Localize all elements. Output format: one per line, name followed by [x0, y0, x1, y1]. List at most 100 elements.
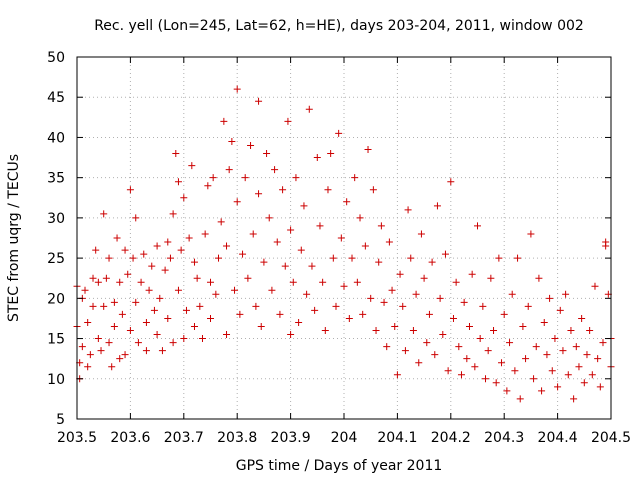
- data-point: [316, 222, 324, 230]
- data-point: [108, 363, 116, 371]
- data-point: [474, 222, 481, 230]
- data-point: [92, 246, 100, 254]
- data-point: [271, 166, 279, 174]
- data-point: [407, 254, 415, 262]
- data-point: [177, 246, 185, 254]
- data-point: [425, 310, 433, 318]
- x-tick-label: 204: [331, 430, 358, 446]
- data-point: [212, 290, 220, 298]
- data-point: [433, 202, 441, 210]
- data-point: [313, 154, 321, 162]
- data-point: [105, 339, 113, 347]
- data-point: [97, 347, 105, 355]
- data-point: [84, 363, 92, 371]
- data-point: [361, 242, 369, 250]
- data-point: [153, 242, 161, 250]
- data-point: [225, 166, 233, 174]
- data-point: [94, 278, 102, 286]
- x-tick-label: 204.2: [431, 430, 471, 446]
- data-point: [180, 335, 188, 343]
- data-point: [385, 238, 393, 246]
- data-point: [220, 117, 228, 125]
- data-point: [295, 318, 303, 326]
- data-point: [449, 314, 457, 322]
- data-point: [236, 310, 244, 318]
- data-point: [340, 282, 348, 290]
- data-point: [153, 331, 161, 339]
- data-point: [217, 218, 225, 226]
- data-point: [383, 343, 391, 351]
- data-point: [255, 190, 263, 198]
- grid-lines: [77, 57, 611, 419]
- data-point: [89, 274, 97, 282]
- data-point: [174, 178, 182, 186]
- data-point: [452, 278, 460, 286]
- data-point: [503, 387, 511, 395]
- data-point: [239, 250, 247, 258]
- x-tick-label: 203.7: [164, 430, 204, 446]
- data-point: [498, 359, 506, 367]
- data-point: [399, 302, 407, 310]
- data-point: [89, 302, 97, 310]
- data-point: [444, 367, 452, 375]
- x-tick-label: 203.9: [271, 430, 311, 446]
- data-point: [292, 174, 300, 182]
- data-point: [180, 194, 188, 202]
- x-tick-label: 204.5: [591, 430, 631, 446]
- data-point: [335, 129, 343, 137]
- data-point: [588, 371, 596, 379]
- y-tick-label: 50: [47, 50, 65, 66]
- data-point: [369, 186, 377, 194]
- data-point: [460, 298, 468, 306]
- data-point: [364, 146, 372, 154]
- data-point: [132, 298, 140, 306]
- data-point: [482, 375, 490, 383]
- data-point: [209, 174, 217, 182]
- y-tick-label: 10: [47, 372, 65, 388]
- data-point: [207, 314, 214, 322]
- data-point: [190, 322, 198, 330]
- data-point: [100, 210, 108, 218]
- data-point: [439, 331, 447, 339]
- x-axis-title: GPS time / Days of year 2011: [236, 458, 443, 474]
- data-point: [519, 322, 527, 330]
- data-point: [110, 298, 118, 306]
- data-point: [102, 274, 110, 282]
- data-point: [564, 371, 572, 379]
- data-point: [551, 335, 559, 343]
- data-point: [311, 306, 319, 314]
- data-point: [455, 343, 463, 351]
- data-point: [327, 150, 335, 158]
- data-point: [126, 186, 134, 194]
- data-point: [372, 327, 380, 335]
- data-point: [479, 302, 487, 310]
- data-point: [546, 294, 554, 302]
- data-point: [602, 238, 610, 246]
- data-point: [377, 222, 385, 230]
- data-point: [265, 214, 273, 222]
- data-point: [241, 174, 249, 182]
- data-point: [260, 258, 268, 266]
- data-point: [471, 363, 479, 371]
- data-point: [156, 294, 164, 302]
- data-point: [572, 343, 580, 351]
- data-point: [578, 314, 586, 322]
- data-point: [415, 359, 423, 367]
- data-point: [164, 314, 172, 322]
- data-point: [367, 294, 375, 302]
- data-point: [535, 274, 543, 282]
- y-tick-label: 30: [47, 211, 65, 227]
- data-point: [540, 318, 548, 326]
- x-tick-label: 204.4: [538, 430, 578, 446]
- data-point: [303, 290, 311, 298]
- data-point: [116, 355, 124, 363]
- data-point: [527, 230, 535, 238]
- data-point: [356, 214, 364, 222]
- data-point: [132, 214, 140, 222]
- data-point: [580, 379, 588, 387]
- data-point: [514, 254, 522, 262]
- data-point: [198, 335, 206, 343]
- data-point: [436, 294, 444, 302]
- data-point: [409, 327, 417, 335]
- y-tick-label: 15: [47, 332, 65, 348]
